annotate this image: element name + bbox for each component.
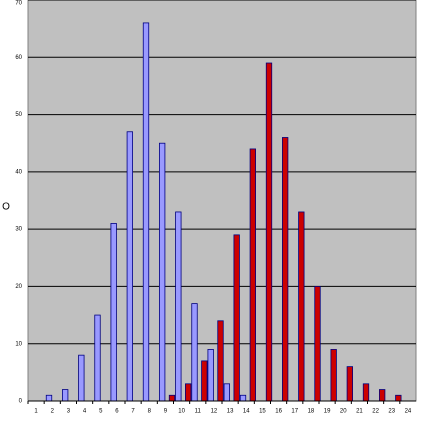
x-tick-label: 6	[115, 409, 119, 415]
x-tick-label: 18	[308, 409, 315, 415]
y-tick-label: 70	[15, 1, 22, 7]
bar	[265, 62, 273, 402]
x-tick-label: 11	[195, 409, 202, 415]
x-tick-label: 8	[148, 409, 152, 415]
bar	[379, 389, 386, 402]
y-tick-label: 30	[15, 227, 22, 233]
bar	[142, 22, 150, 402]
bar	[126, 131, 133, 402]
bar	[175, 211, 182, 402]
y-tick-label: 40	[15, 169, 22, 175]
y-tick-label: 10	[15, 341, 22, 347]
x-tick-label: 21	[356, 409, 363, 415]
bar	[94, 314, 101, 402]
x-tick-label: 10	[178, 409, 185, 415]
x-tick-label: 7	[131, 409, 135, 415]
bar	[78, 354, 85, 402]
bar	[239, 394, 247, 402]
x-tick-label: 4	[83, 409, 87, 415]
bar	[45, 394, 53, 402]
bar	[282, 137, 289, 402]
bar	[395, 394, 402, 402]
bar	[298, 211, 305, 402]
x-tick-label: 20	[340, 409, 347, 415]
bar	[223, 383, 230, 402]
bar	[249, 148, 256, 402]
y-tick-label: 50	[15, 112, 22, 118]
bar	[314, 286, 321, 402]
x-tick-label: 23	[388, 409, 395, 415]
x-tick-label: 1	[34, 409, 38, 415]
x-tick-label: 12	[211, 409, 218, 415]
bar	[185, 383, 192, 402]
x-tick-label: 16	[275, 409, 282, 415]
x-tick-label: 14	[243, 409, 250, 415]
bar	[330, 349, 337, 402]
x-tick-label: 5	[99, 409, 103, 415]
y-axis-label: O	[2, 202, 10, 213]
x-tick-label: 9	[164, 409, 168, 415]
bar	[233, 234, 240, 402]
x-tick-label: 15	[259, 409, 266, 415]
x-tick-label: 3	[67, 409, 71, 415]
bar	[168, 394, 176, 402]
x-tick-label: 19	[324, 409, 331, 415]
x-tick-label: 24	[405, 409, 412, 415]
bar	[159, 142, 166, 402]
bar	[362, 383, 370, 402]
x-tick-label: 2	[51, 409, 55, 415]
bar	[217, 320, 224, 402]
y-tick-label: 60	[15, 55, 22, 61]
bar	[201, 360, 208, 402]
y-tick-label: 20	[15, 284, 22, 290]
x-tick-label: 22	[372, 409, 379, 415]
bar	[346, 366, 353, 402]
x-tick-label: 17	[291, 409, 298, 415]
bar	[207, 349, 214, 402]
y-tick-label: 0	[19, 399, 23, 405]
bar	[110, 223, 117, 402]
bar	[191, 303, 198, 402]
x-tick-label: 13	[227, 409, 234, 415]
bar	[62, 389, 69, 402]
